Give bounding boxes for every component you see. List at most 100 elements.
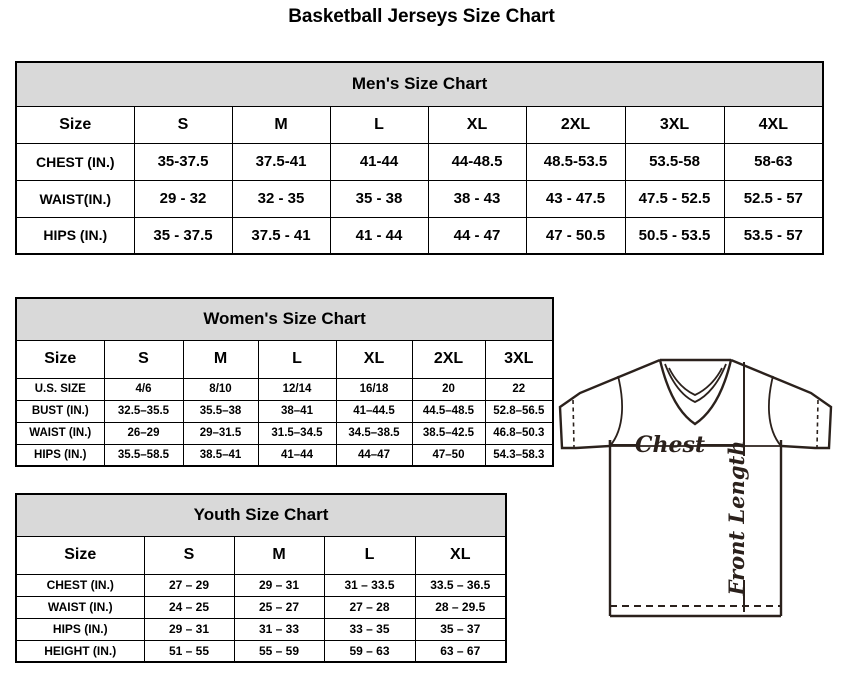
table-cell: 41–44.5 <box>335 399 413 423</box>
womens-column-header-2xl: 2XL <box>411 339 486 379</box>
table-row: HIPS (IN.) 29 – 31 31 – 33 33 – 35 35 – 37 <box>15 617 507 641</box>
mens-header-row: Size S M L XL 2XL 3XL 4XL <box>15 105 824 144</box>
table-cell: 44–47 <box>335 443 413 467</box>
table-cell: 33 – 35 <box>323 617 416 641</box>
table-cell: 29 – 31 <box>233 573 325 597</box>
table-cell: 35 – 37 <box>414 617 507 641</box>
youth-row-label-chest-in: CHEST (IN.) <box>15 573 145 597</box>
table-cell: 35.5–58.5 <box>103 443 184 467</box>
table-cell: 32.5–35.5 <box>103 399 184 423</box>
youth-header-row: Size S M L XL <box>15 535 507 575</box>
youth-row-label-hips-in: HIPS (IN.) <box>15 617 145 641</box>
table-cell: 29–31.5 <box>182 421 259 445</box>
table-cell: 41-44 <box>329 142 429 181</box>
womens-header-row: Size S M L XL 2XL 3XL <box>15 339 554 379</box>
table-cell: 31 – 33.5 <box>323 573 416 597</box>
table-cell: 44 - 47 <box>427 216 527 255</box>
mens-column-header-s: S <box>133 105 233 144</box>
table-cell: 37.5-41 <box>231 142 331 181</box>
table-cell: 12/14 <box>257 377 337 401</box>
table-cell: 55 – 59 <box>233 639 325 663</box>
table-cell: 52.5 - 57 <box>723 179 824 218</box>
table-row: HIPS (IN.) 35 - 37.5 37.5 - 41 41 - 44 44 - … <box>15 216 824 255</box>
youth-column-header-m: M <box>233 535 325 575</box>
mens-size-chart-table: Men's Size Chart Size S M L XL 2XL 3XL 4XL CHEST … <box>15 61 825 255</box>
womens-column-header-m: M <box>182 339 259 379</box>
womens-column-header-xl: XL <box>335 339 413 379</box>
table-cell: 34.5–38.5 <box>335 421 413 445</box>
mens-column-header-2xl: 2XL <box>525 105 626 144</box>
table-cell: 52.8–56.5 <box>484 399 554 423</box>
womens-size-chart-table: Women's Size Chart Size S M L XL 2XL 3XL U.S. SI… <box>15 297 555 467</box>
table-cell: 44-48.5 <box>427 142 527 181</box>
table-cell: 29 – 31 <box>143 617 235 641</box>
mens-row-label-chest-in: CHEST (IN.) <box>15 142 135 181</box>
youth-column-header-s: S <box>143 535 235 575</box>
table-row: WAIST (IN.) 24 – 25 25 – 27 27 – 28 28 – 29.… <box>15 595 507 619</box>
mens-column-header-4xl: 4XL <box>723 105 824 144</box>
front-length-label: Front Length <box>724 441 749 597</box>
table-cell: 31 – 33 <box>233 617 325 641</box>
womens-column-header-l: L <box>257 339 337 379</box>
youth-row-label-waist-in: WAIST (IN.) <box>15 595 145 619</box>
mens-row-label-hips-in: HIPS (IN.) <box>15 216 135 255</box>
table-cell: 59 – 63 <box>323 639 416 663</box>
table-cell: 33.5 – 36.5 <box>414 573 507 597</box>
table-cell: 28 – 29.5 <box>414 595 507 619</box>
youth-column-header-xl: XL <box>414 535 507 575</box>
table-cell: 37.5 - 41 <box>231 216 331 255</box>
table-cell: 48.5-53.5 <box>525 142 626 181</box>
mens-column-header-l: L <box>329 105 429 144</box>
table-row: HEIGHT (IN.) 51 – 55 55 – 59 59 – 63 63 – 67 <box>15 639 507 663</box>
youth-column-header-l: L <box>323 535 416 575</box>
table-cell: 27 – 29 <box>143 573 235 597</box>
mens-banner-row: Men's Size Chart <box>15 61 824 107</box>
table-cell: 44.5–48.5 <box>411 399 486 423</box>
table-row: WAIST(IN.) 29 - 32 32 - 35 35 - 38 38 - 43 43… <box>15 179 824 218</box>
table-cell: 51 – 55 <box>143 639 235 663</box>
youth-banner-row: Youth Size Chart <box>15 493 507 537</box>
youth-row-label-height-in: HEIGHT (IN.) <box>15 639 145 663</box>
table-row: U.S. SIZE 4/6 8/10 12/14 16/18 20 22 <box>15 377 554 401</box>
mens-column-header-m: M <box>231 105 331 144</box>
table-cell: 41–44 <box>257 443 337 467</box>
table-cell: 46.8–50.3 <box>484 421 554 445</box>
table-cell: 8/10 <box>182 377 259 401</box>
womens-row-label-u-s-size: U.S. SIZE <box>15 377 105 401</box>
womens-banner-row: Women's Size Chart <box>15 297 554 341</box>
table-cell: 35-37.5 <box>133 142 233 181</box>
table-cell: 58-63 <box>723 142 824 181</box>
youth-column-header-size: Size <box>15 535 145 575</box>
youth-banner: Youth Size Chart <box>15 493 507 537</box>
table-cell: 53.5-58 <box>624 142 725 181</box>
t-shirt-measurement-diagram: Chest Front Length <box>548 348 843 648</box>
table-cell: 4/6 <box>103 377 184 401</box>
table-cell: 20 <box>411 377 486 401</box>
table-cell: 25 – 27 <box>233 595 325 619</box>
table-cell: 35 - 38 <box>329 179 429 218</box>
table-cell: 41 - 44 <box>329 216 429 255</box>
table-cell: 26–29 <box>103 421 184 445</box>
womens-column-header-3xl: 3XL <box>484 339 554 379</box>
table-cell: 32 - 35 <box>231 179 331 218</box>
table-cell: 38.5–41 <box>182 443 259 467</box>
table-cell: 38–41 <box>257 399 337 423</box>
table-cell: 29 - 32 <box>133 179 233 218</box>
womens-row-label-bust-in: BUST (IN.) <box>15 399 105 423</box>
page-title: Basketball Jerseys Size Chart <box>288 6 555 27</box>
table-cell: 38.5–42.5 <box>411 421 486 445</box>
table-cell: 43 - 47.5 <box>525 179 626 218</box>
table-cell: 53.5 - 57 <box>723 216 824 255</box>
womens-column-header-size: Size <box>15 339 105 379</box>
table-row: CHEST (IN.) 27 – 29 29 – 31 31 – 33.5 33.5 –… <box>15 573 507 597</box>
table-cell: 54.3–58.3 <box>484 443 554 467</box>
womens-row-label-waist-in: WAIST (IN.) <box>15 421 105 445</box>
mens-row-label-waist-in: WAIST(IN.) <box>15 179 135 218</box>
table-cell: 38 - 43 <box>427 179 527 218</box>
table-row: CHEST (IN.) 35-37.5 37.5-41 41-44 44-48.5 48.… <box>15 142 824 181</box>
table-cell: 50.5 - 53.5 <box>624 216 725 255</box>
table-cell: 35 - 37.5 <box>133 216 233 255</box>
table-cell: 47–50 <box>411 443 486 467</box>
table-cell: 22 <box>484 377 554 401</box>
table-cell: 47.5 - 52.5 <box>624 179 725 218</box>
